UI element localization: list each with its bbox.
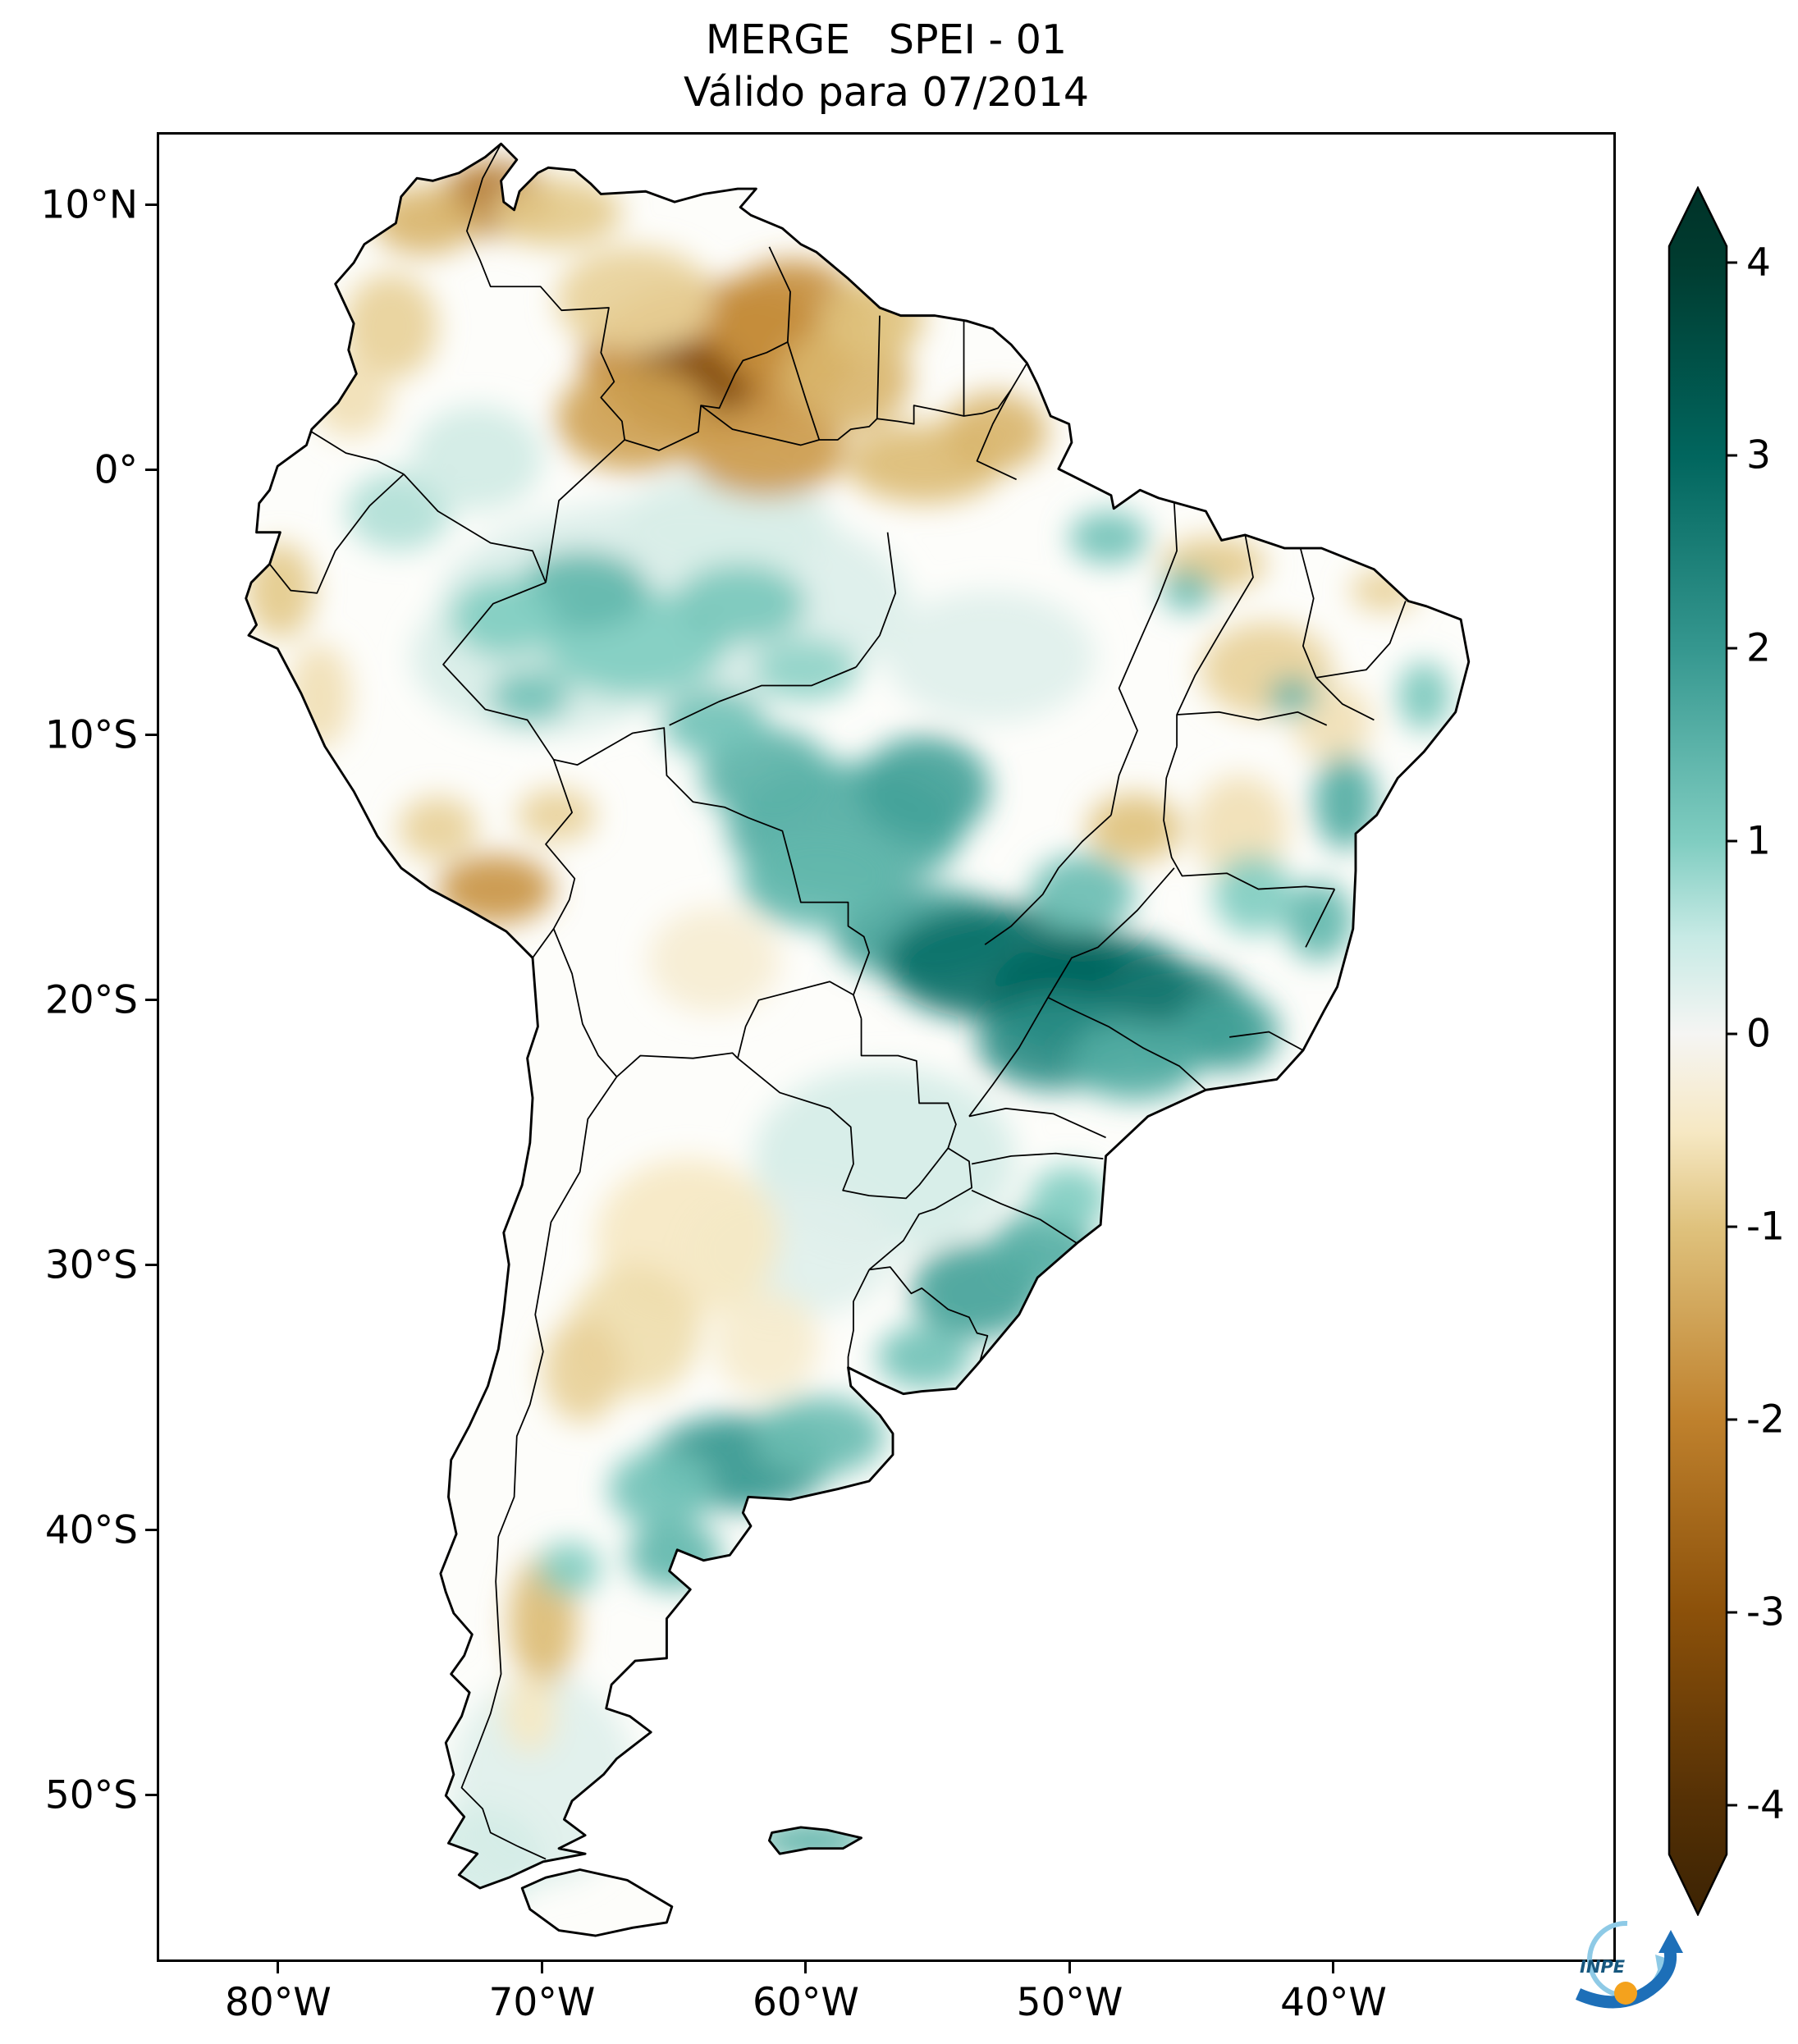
spei-field-blob (1029, 854, 1135, 935)
x-axis-tick-mark (804, 1962, 807, 1973)
spei-field-blob (714, 1291, 820, 1397)
inpe-logo-orange-dot (1614, 1982, 1637, 2005)
y-axis-tick-mark (145, 203, 157, 207)
spei-field-blob (819, 278, 925, 359)
spei-field-blob (311, 358, 391, 437)
colorbar-tick-label: -1 (1746, 1204, 1785, 1250)
spei-field-blob (490, 670, 570, 723)
spei-field-blob (556, 365, 715, 472)
spei-field-blob (451, 577, 556, 657)
spei-field-blob (688, 402, 846, 498)
figure-subtitle: Válido para 07/2014 (683, 69, 1090, 116)
spei-field-blob (1313, 754, 1377, 850)
spei-field-blob (516, 789, 596, 842)
colorbar-tick-label: -4 (1746, 1782, 1785, 1828)
y-axis-tick-label: 30°S (44, 1242, 138, 1288)
spei-field-blob (490, 178, 622, 247)
x-axis-tick-label: 50°W (1016, 1980, 1123, 2025)
colorbar-tick-label: -3 (1746, 1589, 1785, 1635)
inpe-logo-arrow-icon (1575, 1930, 1683, 2009)
colorbar-gradient (1668, 186, 1728, 1916)
spei-field-blob (753, 1396, 885, 1476)
colorbar-tick-label: 1 (1746, 818, 1771, 864)
spei-field-blob (858, 735, 991, 842)
x-axis-tick-label: 70°W (488, 1980, 596, 2025)
spei-field-blob (1160, 569, 1214, 612)
spei-field-blob (345, 471, 451, 551)
y-axis-tick-mark (145, 1264, 157, 1267)
spei-field-blob (411, 1806, 543, 1913)
x-axis-tick-mark (277, 1962, 280, 1973)
spei-field-blob (661, 688, 767, 757)
spei-field-blob (398, 796, 478, 861)
y-axis-tick-mark (145, 1794, 157, 1797)
y-axis-tick-label: 0° (94, 447, 138, 493)
spei-field-blob (1350, 569, 1419, 612)
x-axis-tick-label: 60°W (753, 1980, 859, 2025)
spei-field-blob (753, 638, 859, 702)
spei-field-blob (503, 1674, 556, 1754)
spei-field-blob (885, 590, 1096, 723)
y-axis-tick-mark (145, 1529, 157, 1532)
inpe-logo-text: INPE (1580, 1957, 1626, 1977)
colorbar-tick-label: 3 (1746, 432, 1771, 478)
spei-field-blob (556, 246, 715, 353)
spei-field-blob (372, 185, 478, 255)
spei-field-blob (343, 273, 438, 379)
y-axis-tick-mark (145, 999, 157, 1002)
spei-field-blob (753, 1819, 870, 1862)
x-axis-tick-mark (540, 1962, 543, 1973)
y-axis-tick-mark (145, 734, 157, 737)
colorbar-tick-marks (1727, 261, 1737, 1807)
y-axis-tick-label: 10°S (44, 712, 138, 758)
colorbar (1668, 186, 1737, 1916)
spei-field-blob (675, 564, 807, 644)
colorbar-tick-label: 0 (1746, 1011, 1771, 1057)
colorbar-tick-label: -2 (1746, 1397, 1785, 1443)
figure-title: MERGE SPEI - 01 (705, 16, 1068, 63)
spei-field-blob (437, 854, 554, 924)
political-borders-layer (268, 143, 1407, 1860)
spei-field-blob (538, 1542, 602, 1595)
spei-field-blob (740, 833, 899, 929)
colorbar-tick-label: 2 (1746, 625, 1771, 671)
map-plot-area: INPE (157, 132, 1683, 2009)
spei-field-blob (608, 1449, 715, 1530)
y-axis-tick-label: 20°S (44, 977, 138, 1023)
spei-field-blob (542, 1317, 622, 1424)
spei-field-blob (648, 908, 780, 1013)
x-axis-tick-mark (1068, 1962, 1071, 1973)
y-axis-tick-label: 10°N (40, 182, 138, 228)
inpe-logo: INPE (1575, 1920, 1683, 2009)
y-axis-tick-label: 50°S (44, 1772, 138, 1818)
spei-field-blob (1029, 1166, 1109, 1231)
spei-field-blob (411, 405, 543, 511)
spei-field-blob (942, 392, 1049, 472)
spei-field-blob (1398, 661, 1451, 731)
y-axis-tick-mark (145, 469, 157, 472)
spei-field-blob (1087, 793, 1183, 863)
south-america-map (159, 135, 1613, 1959)
spei-field-blob (1068, 510, 1148, 565)
spei-field-blob (621, 471, 833, 578)
spei-field-blob (1174, 992, 1280, 1072)
colorbar-tick-label: 4 (1746, 240, 1771, 286)
spei-field-blob (1068, 1021, 1201, 1101)
x-axis-tick-mark (1332, 1962, 1335, 1973)
spei-field-blob (876, 1324, 972, 1389)
x-axis-tick-label: 40°W (1280, 1980, 1387, 2025)
spei-field-blob (1192, 775, 1288, 881)
spei-field-blob (1269, 677, 1316, 715)
land-fill-layer (245, 144, 1469, 1937)
spei-field-blob (1213, 854, 1293, 935)
y-axis-tick-label: 40°S (44, 1507, 138, 1553)
x-axis-tick-label: 80°W (225, 1980, 332, 2025)
